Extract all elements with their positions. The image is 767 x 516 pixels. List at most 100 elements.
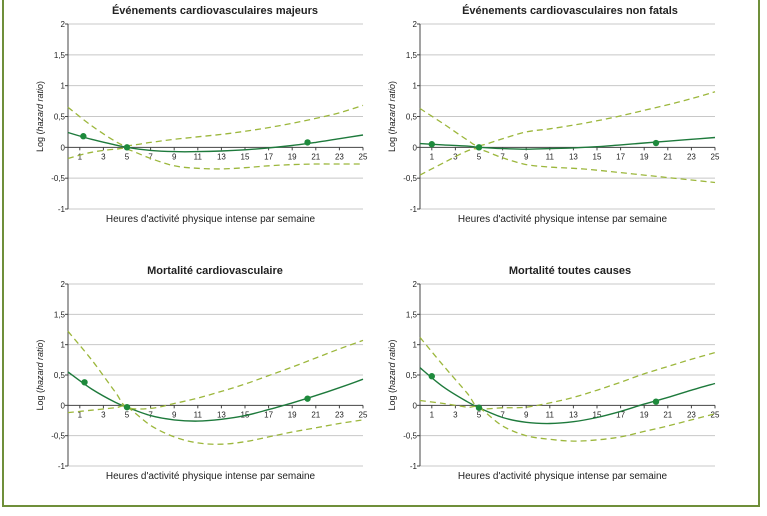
y-tick-label: 1,5 bbox=[54, 310, 66, 319]
x-tick-label: 1 bbox=[430, 152, 435, 161]
x-axis-label: Heures d'activité physique intense par s… bbox=[106, 471, 316, 482]
series-line-ci-upper bbox=[67, 104, 364, 147]
chart-title: Événements cardiovasculaires non fatals bbox=[462, 4, 678, 17]
series-line-ci-upper bbox=[419, 336, 716, 410]
x-tick-label: 19 bbox=[640, 410, 649, 419]
data-point bbox=[123, 144, 131, 151]
x-tick-label: 21 bbox=[663, 410, 672, 419]
y-tick-label: 0 bbox=[413, 401, 418, 410]
x-tick-label: 15 bbox=[593, 410, 602, 419]
x-tick-label: 13 bbox=[217, 410, 226, 419]
series-line-estimate bbox=[67, 371, 364, 422]
data-point bbox=[652, 139, 660, 147]
y-tick-label: 0 bbox=[61, 401, 66, 410]
chart-panel-2: Événements cardiovasculaires non fatals -… bbox=[387, 4, 720, 225]
x-tick-label: 9 bbox=[524, 152, 529, 161]
x-tick-label: 23 bbox=[335, 152, 344, 161]
x-tick-label: 25 bbox=[711, 152, 720, 161]
x-tick-label: 23 bbox=[687, 152, 696, 161]
y-tick-label: 1 bbox=[61, 82, 66, 91]
x-tick-label: 17 bbox=[264, 410, 273, 419]
x-tick-label: 11 bbox=[546, 410, 555, 419]
series-line-estimate bbox=[419, 367, 716, 425]
chart-title: Mortalité toutes causes bbox=[509, 265, 631, 277]
x-tick-label: 13 bbox=[217, 152, 226, 161]
y-tick-label: -1 bbox=[410, 462, 418, 471]
data-point bbox=[304, 395, 311, 402]
y-tick-label: 2 bbox=[61, 280, 66, 289]
x-tick-label: 23 bbox=[335, 410, 344, 419]
y-axis-label: Log (hazard ratio) bbox=[387, 339, 397, 410]
x-tick-label: 23 bbox=[687, 410, 696, 419]
chart-title: Événements cardiovasculaires majeurs bbox=[112, 4, 318, 17]
x-tick-label: 19 bbox=[288, 152, 297, 161]
y-tick-label: 0,5 bbox=[54, 113, 66, 122]
series-line-ci-lower bbox=[67, 147, 363, 170]
y-tick-label: -0,5 bbox=[51, 432, 65, 441]
y-tick-label: 1,5 bbox=[406, 310, 418, 319]
y-tick-label: 1,5 bbox=[406, 51, 418, 60]
x-tick-label: 7 bbox=[148, 410, 153, 419]
y-tick-label: -0,5 bbox=[51, 174, 65, 183]
x-tick-label: 7 bbox=[500, 410, 505, 419]
y-tick-label: -0,5 bbox=[403, 174, 417, 183]
x-tick-label: 19 bbox=[288, 410, 297, 419]
x-tick-label: 3 bbox=[453, 410, 458, 419]
y-tick-label: 1 bbox=[61, 341, 66, 350]
y-tick-label: 1 bbox=[413, 341, 418, 350]
figure-frame bbox=[2, 0, 760, 507]
x-tick-label: 7 bbox=[148, 152, 153, 161]
series-line-estimate bbox=[419, 136, 716, 150]
x-tick-label: 11 bbox=[546, 152, 555, 161]
x-tick-label: 9 bbox=[172, 152, 177, 161]
y-tick-label: 2 bbox=[413, 20, 418, 29]
y-tick-label: 0,5 bbox=[406, 113, 418, 122]
x-tick-label: 7 bbox=[500, 152, 505, 161]
x-tick-label: 3 bbox=[101, 410, 106, 419]
chart-panel-4: Mortalité toutes causes-1-0,500,511,521 3… bbox=[387, 265, 720, 482]
x-tick-label: 25 bbox=[359, 410, 368, 419]
series-line-ci-lower bbox=[67, 405, 364, 445]
x-tick-label: 21 bbox=[663, 152, 672, 161]
x-tick-label: 5 bbox=[125, 152, 130, 161]
data-point bbox=[80, 133, 87, 140]
data-point bbox=[428, 141, 435, 148]
data-point bbox=[304, 139, 311, 146]
data-point bbox=[428, 373, 435, 380]
chart-title: Mortalité cardiovasculaire bbox=[147, 265, 283, 277]
data-point bbox=[123, 403, 131, 411]
y-axis-label: Log (hazard ratio) bbox=[35, 81, 45, 152]
y-tick-label: 2 bbox=[413, 280, 418, 289]
x-tick-label: 15 bbox=[593, 152, 602, 161]
y-tick-label: 1 bbox=[413, 82, 418, 91]
x-tick-label: 5 bbox=[125, 410, 130, 419]
y-tick-label: 2 bbox=[61, 20, 66, 29]
data-point bbox=[81, 379, 88, 386]
y-axis-label: Log (hazard ratio) bbox=[35, 339, 45, 410]
chart-panel-3: Mortalité cardiovasculaire -1 -0,5 0 0,5 1 1,5… bbox=[35, 265, 368, 482]
x-tick-label: 17 bbox=[616, 152, 625, 161]
x-tick-label: 9 bbox=[172, 410, 177, 419]
x-tick-label: 13 bbox=[569, 152, 578, 161]
y-tick-label: -1 bbox=[410, 205, 418, 214]
x-tick-label: 11 bbox=[194, 152, 203, 161]
x-tick-label: 11 bbox=[194, 410, 203, 419]
x-tick-label: 9 bbox=[524, 410, 529, 419]
series-line-estimate bbox=[67, 131, 364, 153]
x-tick-label: 1 bbox=[430, 410, 435, 419]
y-tick-label: 0 bbox=[413, 143, 418, 152]
x-tick-label: 25 bbox=[711, 410, 720, 419]
x-tick-label: 17 bbox=[264, 152, 273, 161]
x-tick-label: 21 bbox=[311, 410, 320, 419]
x-tick-label: 5 bbox=[477, 410, 482, 419]
x-tick-label: 3 bbox=[101, 152, 106, 161]
series-line-ci-upper bbox=[419, 91, 716, 147]
data-point bbox=[475, 144, 483, 151]
x-axis-label: Heures d'activité physique intense par s… bbox=[458, 471, 668, 482]
x-tick-label: 21 bbox=[311, 152, 320, 161]
x-tick-label: 1 bbox=[78, 410, 83, 419]
y-tick-label: -1 bbox=[58, 205, 66, 214]
series-line-ci-lower bbox=[419, 399, 716, 442]
x-axis-label: Heures d'activité physique intense par s… bbox=[458, 214, 668, 225]
x-tick-label: 1 bbox=[78, 152, 83, 161]
